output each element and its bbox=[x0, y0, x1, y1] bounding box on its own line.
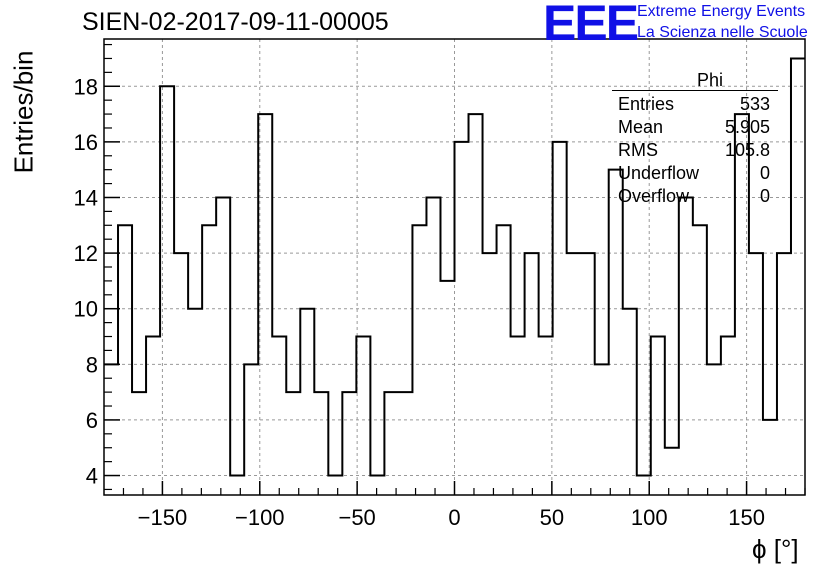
y-axis-label: Entries/bin bbox=[8, 50, 39, 174]
axis-ticks bbox=[104, 43, 806, 495]
stats-label: Overflow bbox=[618, 186, 690, 206]
y-tick-label: 18 bbox=[74, 74, 98, 99]
brand-line-2: La Scienza nelle Scuole bbox=[637, 24, 808, 41]
eee-logo: EEE bbox=[543, 0, 639, 51]
stats-value: 533 bbox=[739, 94, 770, 114]
stats-value: 5.905 bbox=[724, 117, 770, 137]
x-tick-label: 150 bbox=[728, 505, 765, 530]
stats-box: Phi Entries 533 Mean 5.905 RMS 105.8 Underf… bbox=[612, 70, 778, 208]
x-tick-label: 100 bbox=[631, 505, 668, 530]
y-tick-label: 8 bbox=[86, 352, 98, 377]
stats-row: Underflow 0 bbox=[612, 162, 778, 185]
plot-title: SIEN-02-2017-09-11-00005 bbox=[82, 8, 389, 36]
y-tick-label: 12 bbox=[74, 241, 98, 266]
stats-value: 105.8 bbox=[724, 140, 770, 160]
y-tick-label: 6 bbox=[86, 408, 98, 433]
tick-labels: −150 −100 −50 0 50 100 150 4 6 8 10 12 14 16 18 bbox=[74, 74, 765, 530]
stats-row: Overflow 0 bbox=[612, 185, 778, 208]
x-tick-label: −100 bbox=[235, 505, 285, 530]
stats-value: 0 bbox=[759, 186, 770, 206]
histogram-step-line bbox=[104, 57, 805, 477]
stats-title: Phi bbox=[696, 70, 723, 90]
stats-label: Entries bbox=[618, 94, 675, 114]
brand-line-1: Extreme Energy Events bbox=[637, 3, 806, 20]
x-tick-label: 50 bbox=[540, 505, 564, 530]
stats-divider bbox=[612, 90, 778, 91]
x-tick-label: −150 bbox=[138, 505, 188, 530]
stats-row: Entries 533 bbox=[612, 93, 778, 116]
stats-label: Mean bbox=[618, 117, 664, 137]
stats-value: 0 bbox=[759, 163, 770, 183]
x-tick-label: −50 bbox=[338, 505, 375, 530]
y-tick-label: 4 bbox=[86, 464, 98, 489]
y-tick-label: 14 bbox=[74, 185, 98, 210]
y-tick-label: 16 bbox=[74, 130, 98, 155]
stats-row: Mean 5.905 bbox=[612, 116, 778, 139]
x-axis-label: ϕ [°] bbox=[752, 534, 799, 564]
y-tick-label: 10 bbox=[74, 297, 98, 322]
x-tick-label: 0 bbox=[448, 505, 460, 530]
stats-label: Underflow bbox=[618, 163, 700, 183]
stats-label: RMS bbox=[618, 140, 658, 160]
stats-row: RMS 105.8 bbox=[612, 139, 778, 162]
